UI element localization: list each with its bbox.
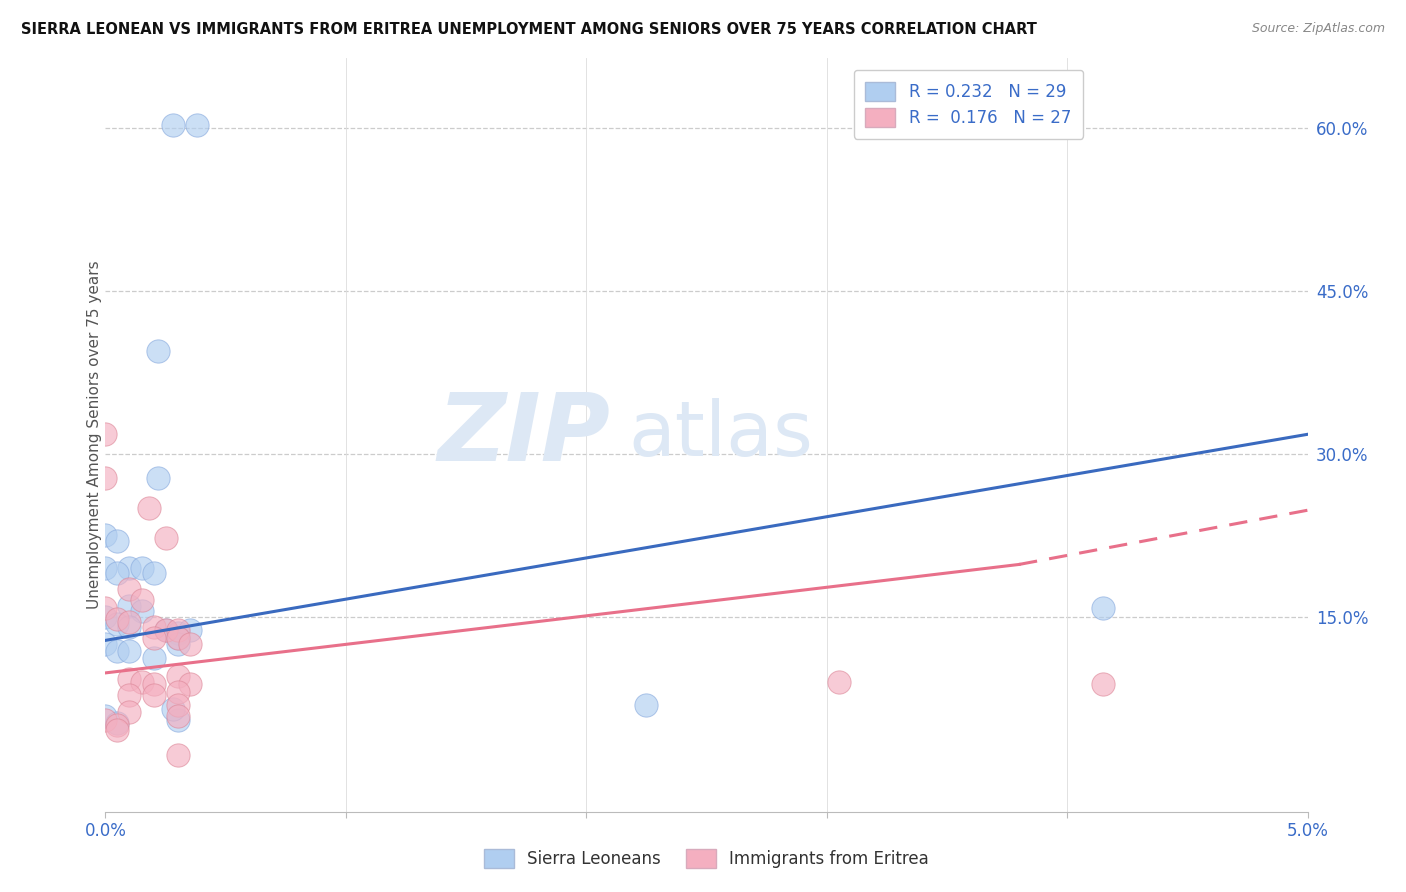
Point [94,471,117,485]
Point [118,705,141,719]
Point [166,713,188,727]
Point [94,600,117,615]
Point [131,593,153,607]
Point [107,723,129,738]
Point [166,637,188,651]
Point [166,698,188,713]
Point [166,685,188,699]
Point [166,625,188,640]
Text: SIERRA LEONEAN VS IMMIGRANTS FROM ERITREA UNEMPLOYMENT AMONG SENIORS OVER 75 YEA: SIERRA LEONEAN VS IMMIGRANTS FROM ERITRE… [21,22,1038,37]
Point [94,427,117,442]
Point [155,532,177,546]
Text: atlas: atlas [628,398,813,472]
Point [118,644,141,658]
Point [179,623,201,637]
Point [131,604,153,618]
Point [94,713,117,727]
Point [166,748,188,763]
Text: Source: ZipAtlas.com: Source: ZipAtlas.com [1251,22,1385,36]
Point [94,609,117,624]
Point [118,688,141,702]
Point [162,701,184,715]
Point [118,673,141,687]
Point [162,118,184,132]
Point [828,674,851,689]
Point [138,501,160,516]
Point [179,677,201,691]
Point [94,528,117,542]
Point [142,650,165,665]
Y-axis label: Unemployment Among Seniors over 75 years: Unemployment Among Seniors over 75 years [87,260,101,609]
Point [166,631,188,645]
Point [94,637,117,651]
Point [166,623,188,637]
Point [107,533,129,548]
Point [166,669,188,683]
Point [118,582,141,597]
Point [155,623,177,637]
Point [107,718,129,732]
Point [142,566,165,581]
Point [142,688,165,702]
Point [186,118,208,132]
Point [142,677,165,691]
Point [94,709,117,723]
Point [148,471,170,485]
Point [107,612,129,626]
Point [1092,677,1115,691]
Point [107,715,129,730]
Point [118,560,141,574]
Point [118,615,141,629]
Point [636,698,658,713]
Point [142,631,165,645]
Point [107,644,129,658]
Point [131,674,153,689]
Point [107,617,129,632]
Point [179,637,201,651]
Point [118,599,141,613]
Point [166,709,188,723]
Point [148,343,170,358]
Text: ZIP: ZIP [437,389,610,481]
Point [118,620,141,634]
Point [166,631,188,645]
Point [155,623,177,637]
Legend: Sierra Leoneans, Immigrants from Eritrea: Sierra Leoneans, Immigrants from Eritrea [477,842,936,875]
Point [142,620,165,634]
Point [94,560,117,574]
Point [1092,600,1115,615]
Point [131,560,153,574]
Point [107,566,129,581]
